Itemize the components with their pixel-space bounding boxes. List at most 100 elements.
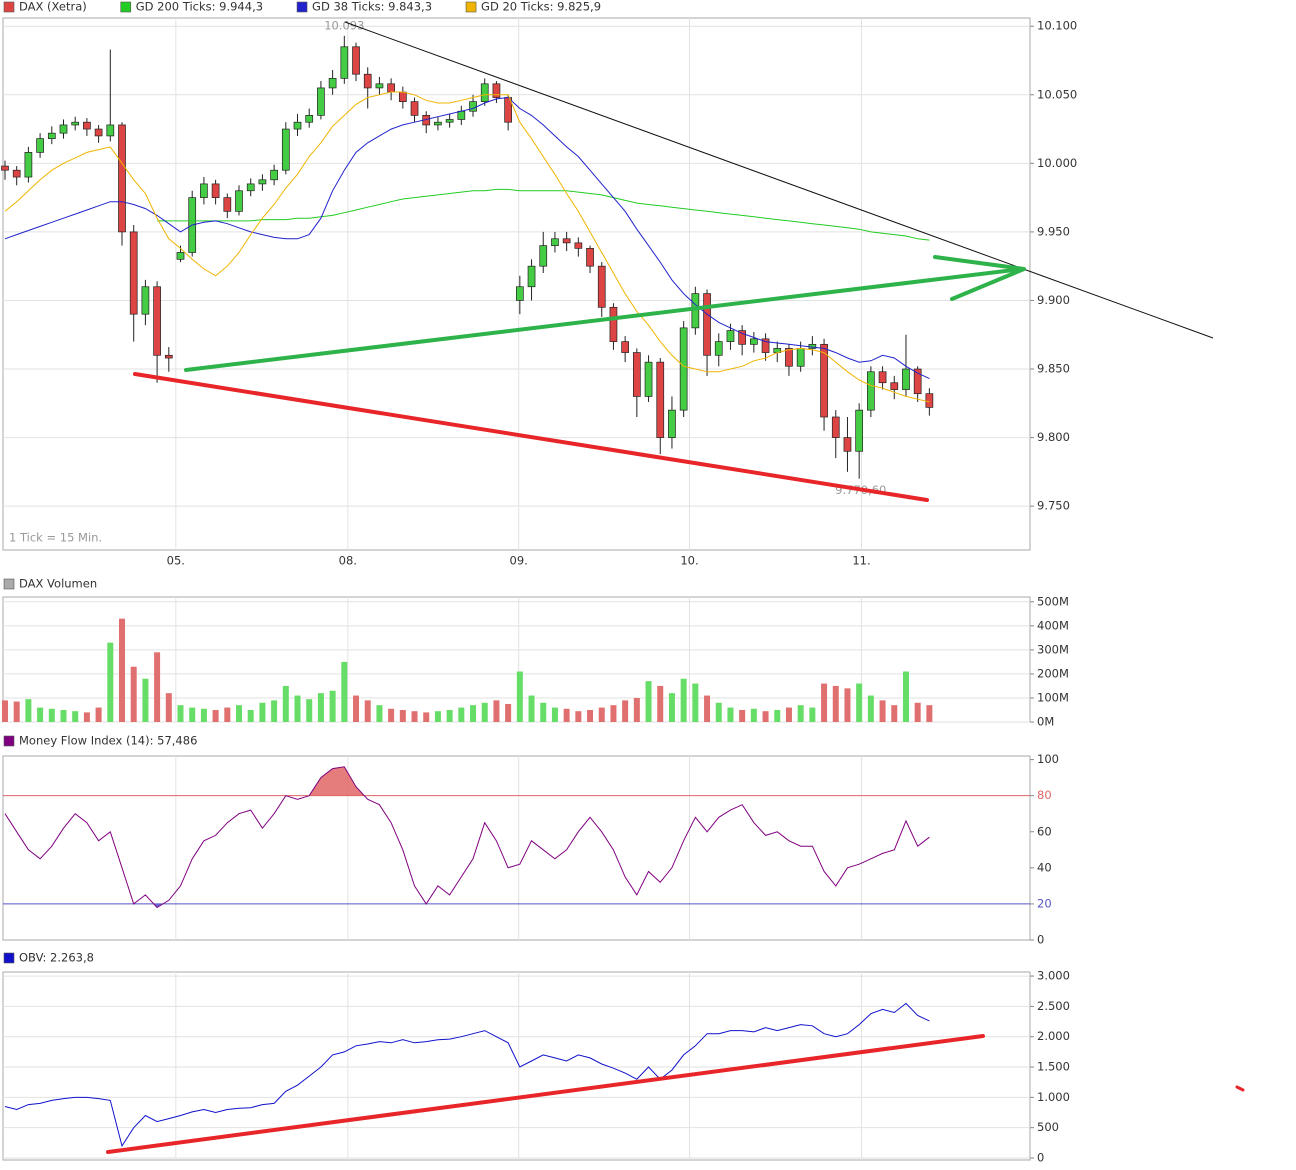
candle-body [12, 169, 21, 178]
candle-body [83, 121, 91, 130]
volume-bar [130, 666, 137, 722]
volume-bar [493, 700, 500, 722]
legend-swatch [3, 1, 15, 13]
y-tick-label: 9.850 [1037, 362, 1070, 376]
volume-bar [388, 708, 395, 722]
candle-body [340, 46, 349, 79]
candle-body [71, 121, 80, 126]
candle-body [738, 330, 747, 345]
y-tick-label: 80 [1037, 788, 1052, 802]
volume-bar [423, 712, 430, 722]
stray-mark [1235, 1085, 1245, 1092]
candle-body [164, 354, 173, 359]
volume-bar [739, 709, 746, 722]
legend-swatch [296, 1, 308, 13]
y-tick-label: 400M [1037, 618, 1069, 632]
volume-bar [563, 708, 570, 722]
candle-body [902, 368, 910, 390]
volume-bar [189, 707, 196, 722]
candle-body [913, 368, 922, 395]
y-tick-label: 500 [1037, 1120, 1059, 1134]
candle-body [703, 293, 711, 356]
x-tick-label: 08. [339, 554, 357, 568]
volume-bar [645, 681, 652, 722]
candle-body [59, 124, 68, 134]
candle-body [831, 416, 840, 438]
candle-body [668, 409, 676, 438]
volume-bar [37, 707, 44, 722]
volume-bar [668, 693, 675, 722]
volume-bar [575, 711, 582, 722]
volume-bar [762, 711, 769, 722]
candle-body [750, 338, 758, 345]
y-tick-label: 10.050 [1037, 87, 1077, 101]
volume-bar [200, 708, 207, 722]
candle-body [129, 231, 138, 315]
volume-bar [60, 709, 67, 722]
legend-swatch [3, 735, 15, 747]
indicator-line [4, 1002, 930, 1148]
candle-body [293, 121, 302, 130]
y-tick-label: 9.950 [1037, 224, 1070, 238]
y-tick-label: 2.500 [1037, 999, 1070, 1013]
candle-body [539, 245, 548, 267]
volume-bar [774, 709, 781, 722]
volume-bar [48, 708, 55, 722]
volume-bar [727, 707, 734, 722]
candle-body [235, 190, 243, 212]
volume-bar [107, 642, 114, 722]
y-tick-label: 60 [1037, 824, 1052, 838]
candle-body [434, 121, 442, 126]
tick-note: 1 Tick = 15 Min. [9, 531, 102, 545]
volume-bar [797, 705, 804, 722]
volume-bar [247, 709, 254, 722]
candle-body [398, 91, 407, 102]
volume-bar [692, 683, 699, 722]
candle-body [878, 371, 887, 384]
legend-label: GD 20 Ticks: 9.825,9 [481, 0, 601, 14]
candle-body [457, 110, 466, 120]
volume-bar [411, 711, 418, 722]
candle-body [890, 382, 899, 390]
volume-bar [809, 707, 816, 722]
candle-body [246, 183, 255, 192]
panel-frame [2, 971, 1031, 1161]
y-tick-label: 40 [1037, 860, 1052, 874]
legend-swatch [3, 578, 15, 590]
y-tick-label: 0M [1037, 715, 1054, 729]
candle-body [375, 83, 384, 89]
candle-body [820, 343, 828, 418]
candle-body [492, 83, 501, 98]
candle-body [258, 179, 267, 185]
candle-body [118, 124, 126, 233]
candle-body [609, 306, 618, 342]
volume-bar [95, 707, 102, 722]
y-tick-label: 20 [1037, 896, 1052, 910]
volume-bar [25, 699, 32, 722]
legend-swatch [465, 1, 477, 13]
candle-body [305, 115, 314, 123]
candle-body [867, 371, 875, 411]
x-tick-label: 09. [510, 554, 528, 568]
legend-label: OBV: 2.263,8 [19, 951, 94, 965]
volume-bar [271, 700, 278, 722]
moving-average [157, 188, 930, 241]
legend-label: GD 200 Ticks: 9.944,3 [136, 0, 263, 14]
candle-body [855, 409, 864, 452]
volume-bar [142, 678, 149, 722]
y-tick-label: 10.000 [1037, 156, 1077, 170]
candle-body [843, 437, 852, 452]
volume-bar [633, 697, 640, 722]
legend-swatch [120, 1, 132, 13]
candle-body [796, 348, 805, 367]
volume-bar [891, 705, 898, 722]
candle-body [586, 248, 594, 267]
candle-body [632, 352, 641, 397]
volume-bar [306, 699, 313, 722]
y-tick-label: 10.100 [1037, 19, 1077, 33]
volume-bar [505, 703, 512, 722]
support-line [133, 372, 929, 502]
y-tick-label: 100M [1037, 690, 1069, 704]
overbought-fill [309, 766, 365, 796]
